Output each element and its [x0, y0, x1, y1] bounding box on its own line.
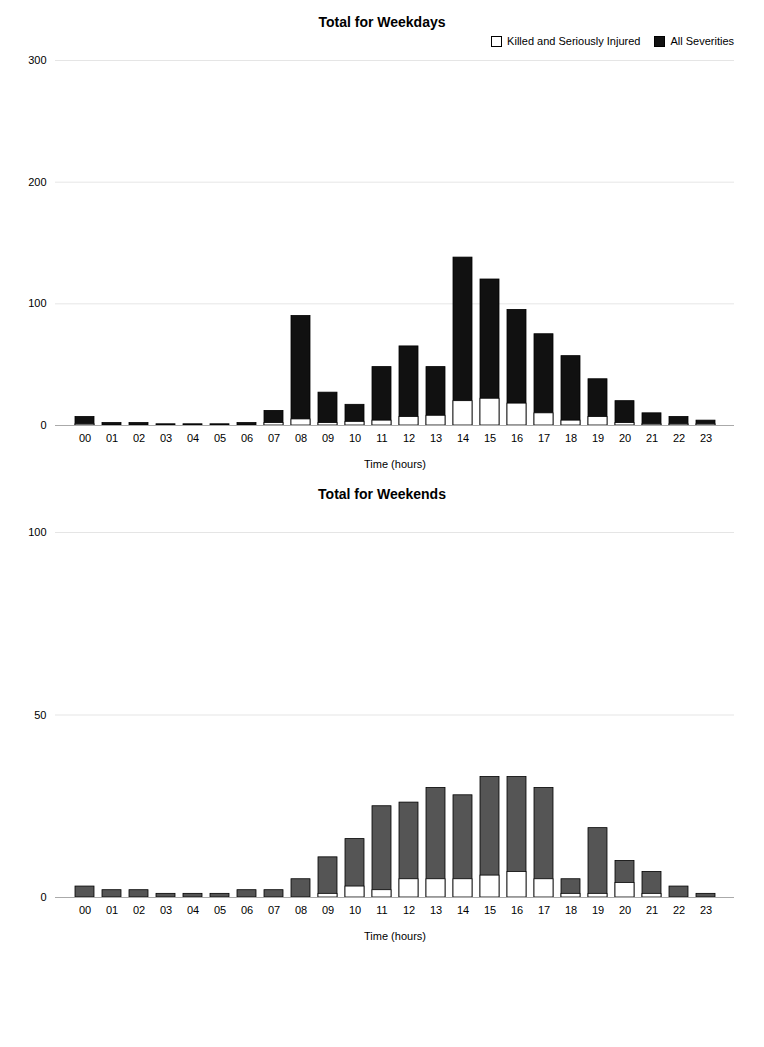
html-text:All Severities: All Severities [670, 35, 734, 47]
svg-text:02: 02 [133, 904, 145, 916]
svg-text:12: 12 [403, 904, 415, 916]
svg-text:09: 09 [322, 904, 334, 916]
svg-text:Time (hours): Time (hours) [364, 930, 426, 942]
svg-text:0: 0 [40, 419, 46, 431]
svg-text:10: 10 [349, 904, 361, 916]
svg-text:13: 13 [430, 904, 442, 916]
svg-text:07: 07 [268, 432, 280, 444]
html-text:Total for Weekends: Total for Weekends [318, 486, 446, 502]
svg-text:15: 15 [484, 904, 496, 916]
svg-text:0: 0 [40, 891, 46, 903]
svg-text:07: 07 [268, 904, 280, 916]
html-text:Killed and Seriously Injured: Killed and Seriously Injured [507, 35, 641, 47]
svg-text:01: 01 [106, 904, 118, 916]
svg-text:05: 05 [214, 904, 226, 916]
svg-text:09: 09 [322, 432, 334, 444]
svg-text:19: 19 [592, 432, 604, 444]
svg-text:10: 10 [349, 432, 361, 444]
svg-text:100: 100 [28, 526, 46, 538]
svg-text:20: 20 [619, 904, 631, 916]
svg-text:17: 17 [538, 904, 550, 916]
svg-text:16: 16 [511, 904, 523, 916]
svg-text:00: 00 [79, 904, 91, 916]
svg-text:23: 23 [700, 904, 712, 916]
svg-text:08: 08 [295, 432, 307, 444]
svg-text:18: 18 [565, 904, 577, 916]
svg-text:300: 300 [28, 54, 46, 66]
svg-text:02: 02 [133, 432, 145, 444]
svg-text:08: 08 [295, 904, 307, 916]
svg-text:04: 04 [187, 904, 199, 916]
svg-text:20: 20 [619, 432, 631, 444]
html-text:Total for Weekdays: Total for Weekdays [318, 14, 446, 30]
svg-text:01: 01 [106, 432, 118, 444]
svg-text:17: 17 [538, 432, 550, 444]
svg-text:03: 03 [160, 904, 172, 916]
svg-text:21: 21 [646, 432, 658, 444]
svg-text:05: 05 [214, 432, 226, 444]
svg-text:04: 04 [187, 432, 199, 444]
svg-text:200: 200 [28, 176, 46, 188]
svg-text:Time (hours): Time (hours) [364, 458, 426, 470]
svg-text:19: 19 [592, 904, 604, 916]
svg-text:21: 21 [646, 904, 658, 916]
svg-text:03: 03 [160, 432, 172, 444]
svg-text:18: 18 [565, 432, 577, 444]
svg-text:100: 100 [28, 297, 46, 309]
svg-text:11: 11 [376, 432, 387, 444]
svg-text:22: 22 [673, 432, 685, 444]
svg-text:11: 11 [376, 904, 387, 916]
svg-text:23: 23 [700, 432, 712, 444]
svg-text:14: 14 [457, 432, 469, 444]
svg-text:06: 06 [241, 432, 253, 444]
svg-text:14: 14 [457, 904, 469, 916]
svg-text:16: 16 [511, 432, 523, 444]
svg-text:06: 06 [241, 904, 253, 916]
svg-text:22: 22 [673, 904, 685, 916]
svg-text:12: 12 [403, 432, 415, 444]
svg-text:00: 00 [79, 432, 91, 444]
svg-text:50: 50 [34, 709, 46, 721]
svg-text:15: 15 [484, 432, 496, 444]
svg-text:13: 13 [430, 432, 442, 444]
